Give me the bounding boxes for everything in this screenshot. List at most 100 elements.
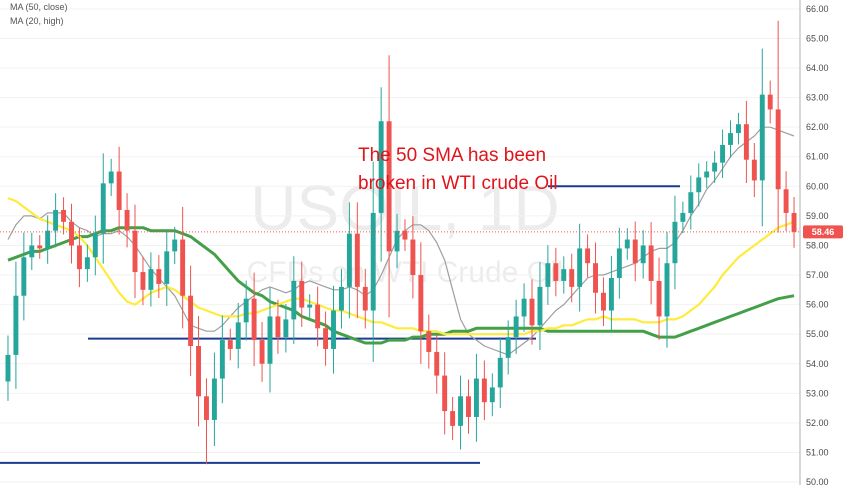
candle — [196, 315, 201, 427]
candle-body — [204, 396, 209, 420]
price-tick-label: 64.00 — [806, 63, 829, 73]
price-tick-label: 53.00 — [806, 388, 829, 398]
candle — [156, 255, 162, 298]
candle — [315, 286, 321, 347]
candle — [84, 244, 90, 282]
ma-green-line — [7, 226, 795, 345]
annotation-line-1: The 50 SMA has been — [358, 145, 546, 166]
candle — [331, 285, 336, 374]
candle — [767, 80, 773, 124]
candle — [402, 219, 408, 251]
candle-body — [458, 396, 464, 426]
price-tick-label: 54.00 — [806, 359, 829, 369]
candle-body — [577, 248, 583, 287]
candle — [219, 315, 225, 404]
last-price-tag — [803, 225, 843, 239]
candle-body — [61, 209, 67, 222]
candle-body — [45, 230, 51, 249]
candle — [140, 256, 146, 306]
candle-body — [593, 263, 598, 293]
candle-body — [13, 295, 19, 355]
candle-body — [648, 245, 654, 281]
candle-body — [227, 340, 233, 349]
candle — [481, 360, 487, 421]
candle-body — [5, 354, 11, 382]
candle — [616, 227, 622, 299]
candle — [243, 280, 249, 341]
price-tick-label: 65.00 — [806, 33, 829, 43]
candle-body — [466, 396, 471, 417]
candle — [338, 268, 344, 329]
price-tick-label: 66.00 — [806, 4, 829, 14]
candle-body — [362, 286, 368, 311]
candle-body — [100, 183, 106, 234]
price-tick-label: 59.00 — [806, 211, 829, 221]
candle-body — [156, 269, 162, 284]
candle — [608, 255, 614, 333]
candle-body — [402, 230, 408, 240]
candle-body — [378, 121, 384, 213]
candle — [235, 302, 241, 369]
candle — [434, 333, 440, 394]
candle — [720, 129, 726, 179]
candle — [426, 314, 432, 369]
candle — [386, 55, 392, 318]
candle-body — [331, 310, 336, 349]
candle-body — [132, 230, 138, 273]
candle-body — [84, 257, 90, 270]
candle — [172, 226, 178, 265]
candle-body — [148, 269, 154, 290]
candle — [291, 256, 297, 345]
candle-body — [76, 245, 82, 270]
moving-averages — [7, 126, 795, 356]
candle — [640, 230, 646, 279]
candle-body — [53, 209, 59, 231]
candle — [664, 231, 670, 348]
candle — [132, 204, 138, 299]
candle — [354, 202, 360, 319]
candle-body — [291, 280, 297, 320]
candle-body — [180, 239, 186, 296]
candle — [656, 257, 662, 340]
candle-body — [664, 263, 670, 317]
price-axis-background[interactable] — [801, 0, 852, 485]
candles — [5, 20, 797, 465]
candle — [712, 151, 718, 183]
candle — [529, 279, 535, 345]
candle — [124, 193, 130, 248]
candle-body — [108, 171, 114, 184]
candle — [21, 232, 27, 321]
candle — [585, 234, 591, 278]
candle-body — [243, 298, 249, 323]
candle-body — [267, 316, 273, 364]
price-tick-label: 57.00 — [806, 270, 829, 280]
candle-body — [569, 269, 575, 287]
candle — [76, 227, 82, 288]
price-tick-label: 62.00 — [806, 122, 829, 132]
candle-body — [497, 357, 503, 388]
candle-body — [743, 124, 749, 160]
candle — [728, 120, 733, 158]
candle — [204, 378, 209, 465]
candle-body — [728, 133, 733, 145]
candle — [775, 20, 781, 233]
candle-body — [354, 233, 360, 287]
candle-body — [640, 245, 646, 264]
candle — [69, 203, 74, 264]
candle — [378, 87, 384, 262]
candle-body — [386, 121, 392, 252]
candle — [458, 375, 464, 450]
candle-body — [116, 171, 122, 210]
candle-body — [188, 295, 194, 347]
candle-body — [211, 378, 217, 420]
candle — [561, 256, 567, 294]
candle-body — [545, 263, 551, 287]
candle — [180, 206, 186, 329]
price-tick-label: 61.00 — [806, 152, 829, 162]
price-tick-label: 56.00 — [806, 300, 829, 310]
candle — [251, 272, 257, 367]
candle-body — [712, 162, 718, 172]
price-tick-label: 52.00 — [806, 418, 829, 428]
legend-ma-20-high: MA (20, high) — [10, 16, 64, 26]
